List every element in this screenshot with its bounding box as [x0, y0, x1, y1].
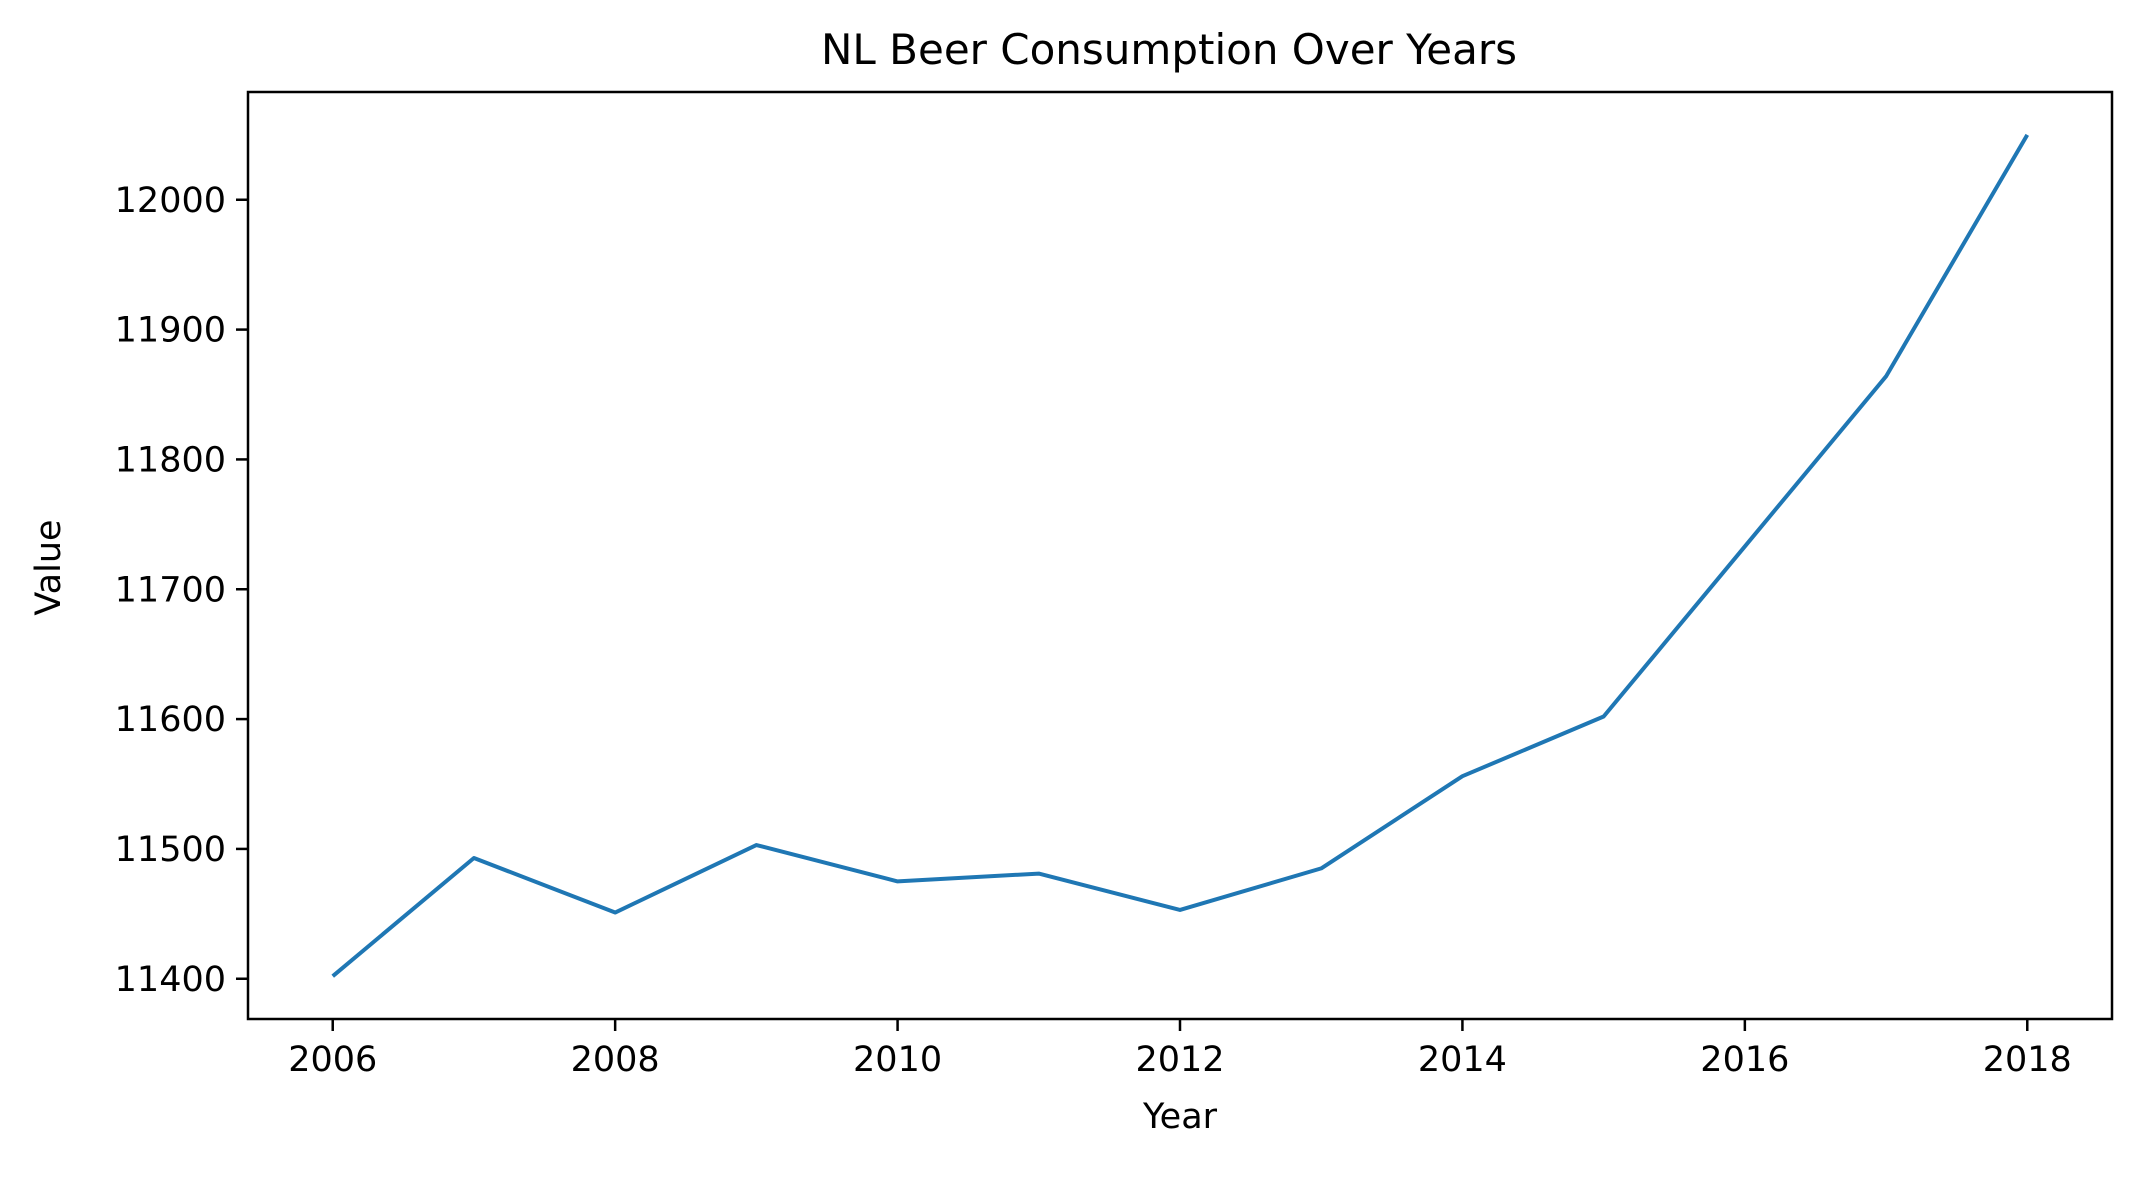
y-axis-ticks: 11400 11500 11600 11700 11800 11900 12000 [115, 181, 248, 1000]
x-tick-label: 2014 [1418, 1040, 1507, 1080]
y-tick-label: 11500 [115, 830, 226, 870]
chart-title: NL Beer Consumption Over Years [821, 25, 1517, 74]
y-tick-label: 11900 [115, 311, 226, 351]
x-tick-label: 2012 [1135, 1040, 1224, 1080]
y-tick-label: 11600 [115, 700, 226, 740]
x-axis-label: Year [1142, 1097, 1218, 1137]
x-tick-label: 2010 [853, 1040, 942, 1080]
y-axis-label: Value [29, 519, 69, 615]
plot-area [331, 133, 2029, 978]
y-tick-label: 12000 [115, 181, 226, 221]
y-tick-label: 11800 [115, 440, 226, 480]
x-tick-label: 2016 [1700, 1040, 1789, 1080]
y-tick-label: 11700 [115, 570, 226, 610]
x-tick-label: 2006 [288, 1040, 377, 1080]
x-tick-label: 2018 [1983, 1040, 2072, 1080]
y-tick-label: 11400 [115, 960, 226, 1000]
series-line [331, 133, 2029, 978]
x-tick-label: 2008 [571, 1040, 660, 1080]
x-axis-ticks: 2006 2008 2010 2012 2014 2016 2018 [288, 1019, 2072, 1080]
plot-frame [246, 90, 2114, 1021]
